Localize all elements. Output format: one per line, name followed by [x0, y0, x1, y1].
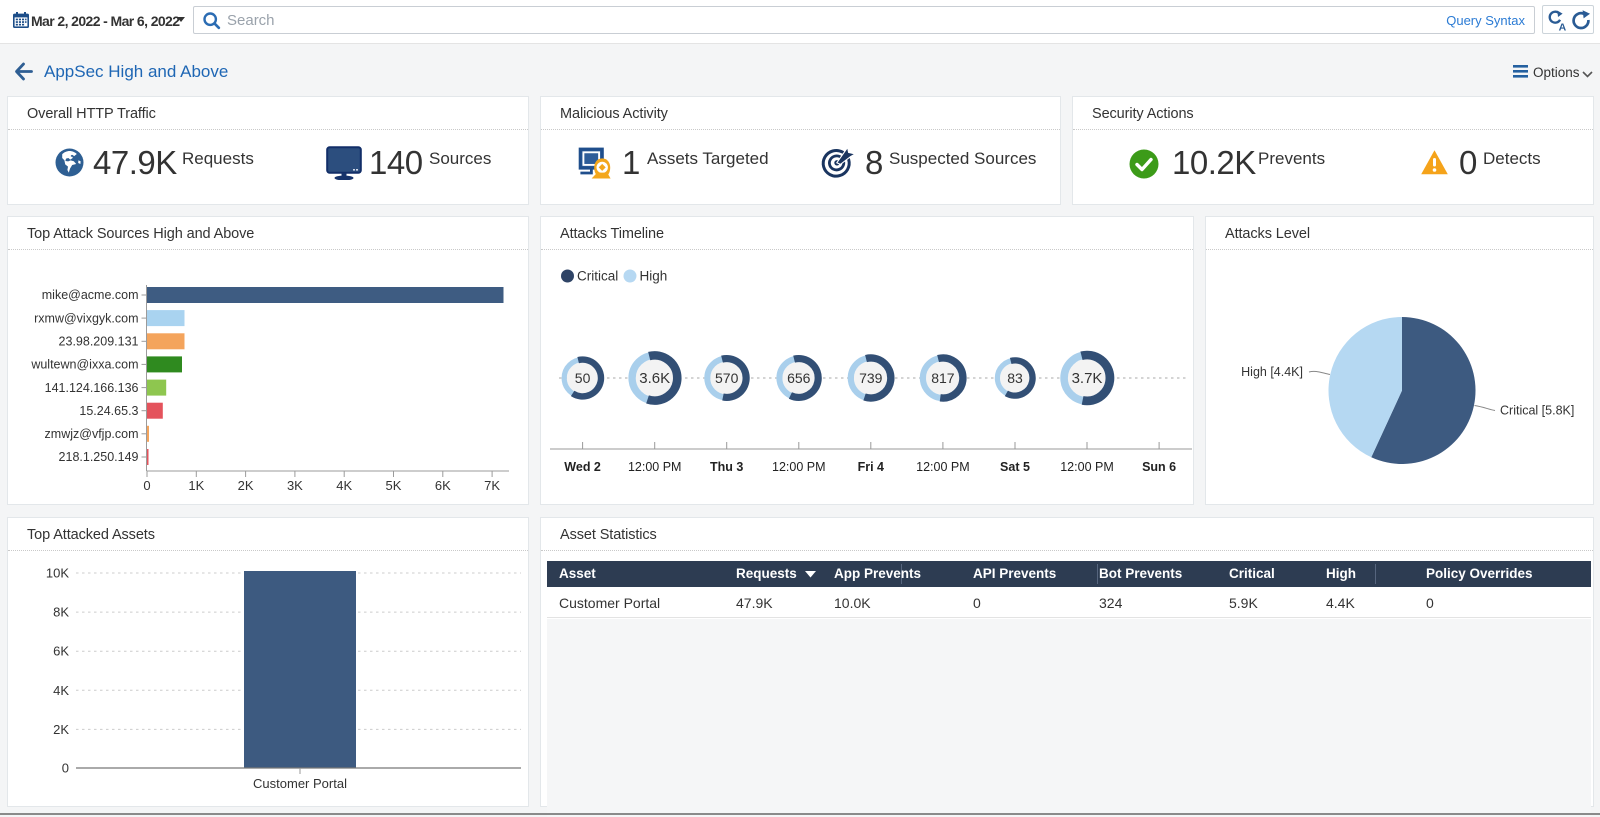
svg-text:3.7K: 3.7K — [1072, 370, 1103, 387]
svg-text:12:00 PM: 12:00 PM — [772, 460, 826, 474]
svg-text:Critical [5.8K]: Critical [5.8K] — [1500, 404, 1574, 418]
svg-text:218.1.250.149: 218.1.250.149 — [59, 450, 139, 464]
svg-text:3.6K: 3.6K — [639, 370, 670, 387]
svg-text:0: 0 — [143, 478, 150, 493]
svg-text:141.124.166.136: 141.124.166.136 — [45, 381, 139, 395]
svg-text:wultewn@ixxa.com: wultewn@ixxa.com — [30, 358, 138, 372]
svg-text:739: 739 — [859, 370, 883, 386]
svg-text:Critical: Critical — [577, 269, 618, 284]
svg-text:Wed 2: Wed 2 — [564, 460, 601, 474]
svg-text:Sun 6: Sun 6 — [1142, 460, 1176, 474]
svg-text:12:00 PM: 12:00 PM — [1060, 460, 1114, 474]
svg-text:15.24.65.3: 15.24.65.3 — [79, 404, 138, 418]
svg-text:A: A — [1559, 22, 1567, 34]
svg-text:mike@acme.com: mike@acme.com — [42, 288, 139, 302]
svg-text:2K: 2K — [53, 722, 69, 737]
svg-text:3K: 3K — [287, 478, 303, 493]
svg-text:6K: 6K — [53, 644, 69, 659]
svg-text:High: High — [640, 269, 668, 284]
svg-text:8K: 8K — [53, 605, 69, 620]
svg-text:Sat 5: Sat 5 — [1000, 460, 1030, 474]
svg-text:2K: 2K — [238, 478, 254, 493]
svg-text:High [4.4K]: High [4.4K] — [1241, 365, 1303, 379]
svg-text:Customer Portal: Customer Portal — [253, 776, 347, 791]
svg-text:1K: 1K — [188, 478, 204, 493]
svg-text:6K: 6K — [435, 478, 451, 493]
svg-text:5K: 5K — [386, 478, 402, 493]
svg-text:zmwjz@vfjp.com: zmwjz@vfjp.com — [45, 427, 139, 441]
svg-text:0: 0 — [62, 761, 69, 776]
svg-text:656: 656 — [787, 370, 811, 386]
svg-text:4K: 4K — [336, 478, 352, 493]
svg-text:570: 570 — [715, 370, 739, 386]
svg-text:Thu 3: Thu 3 — [710, 460, 743, 474]
svg-text:4K: 4K — [53, 683, 69, 698]
svg-text:12:00 PM: 12:00 PM — [916, 460, 970, 474]
svg-text:23.98.209.131: 23.98.209.131 — [59, 335, 139, 349]
svg-text:12:00 PM: 12:00 PM — [628, 460, 682, 474]
svg-text:7K: 7K — [484, 478, 500, 493]
svg-text:rxmw@vixgyk.com: rxmw@vixgyk.com — [34, 311, 138, 325]
svg-text:83: 83 — [1007, 370, 1023, 386]
svg-text:Fri 4: Fri 4 — [858, 460, 884, 474]
svg-text:817: 817 — [931, 370, 955, 386]
svg-text:10K: 10K — [46, 566, 69, 581]
svg-text:50: 50 — [575, 370, 591, 386]
